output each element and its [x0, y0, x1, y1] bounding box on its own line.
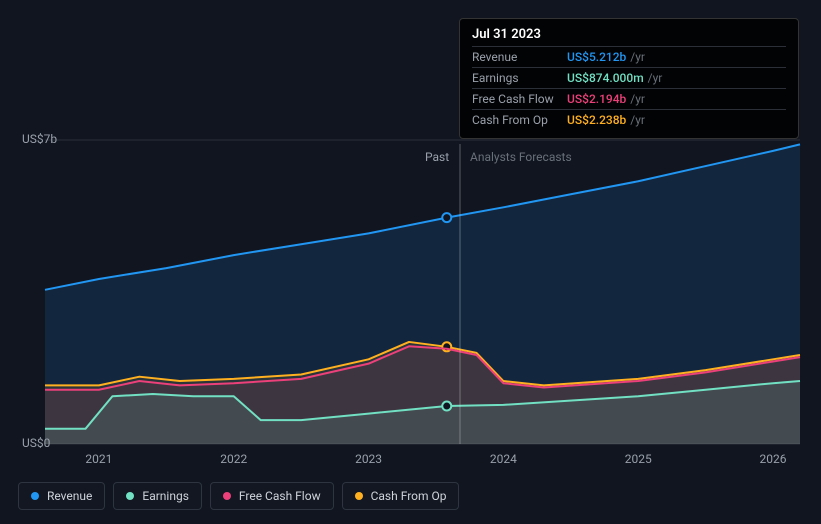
past-label: Past: [425, 150, 449, 164]
y-axis-tick: US$0: [22, 436, 50, 450]
legend-label: Cash From Op: [371, 489, 447, 503]
x-axis-tick: 2024: [490, 452, 517, 466]
tooltip-row-label: Free Cash Flow: [472, 92, 567, 106]
tooltip-row-value: US$874.000m: [567, 71, 644, 85]
tooltip-row-label: Revenue: [472, 50, 567, 64]
legend-label: Free Cash Flow: [239, 489, 321, 503]
legend: Revenue Earnings Free Cash Flow Cash From O…: [18, 482, 459, 510]
legend-label: Revenue: [47, 489, 92, 503]
x-axis-tick: 2025: [625, 452, 652, 466]
legend-dot: [31, 492, 39, 500]
x-axis-tick: 2026: [760, 452, 787, 466]
tooltip-row: EarningsUS$874.000m/yr: [472, 67, 786, 88]
tooltip-row-label: Earnings: [472, 71, 567, 85]
x-axis-tick: 2021: [85, 452, 112, 466]
legend-item-revenue[interactable]: Revenue: [18, 482, 105, 510]
tooltip-row-unit: /yr: [630, 113, 645, 127]
legend-item-cash-from-op[interactable]: Cash From Op: [342, 482, 460, 510]
tooltip-row-value: US$2.194b: [567, 92, 626, 106]
legend-item-free-cash-flow[interactable]: Free Cash Flow: [210, 482, 334, 510]
tooltip-row: Cash From OpUS$2.238b/yr: [472, 109, 786, 130]
x-axis-tick: 2023: [355, 452, 382, 466]
legend-dot: [126, 492, 134, 500]
forecast-label: Analysts Forecasts: [470, 150, 572, 164]
tooltip-row-unit: /yr: [648, 71, 663, 85]
tooltip-row-value: US$2.238b: [567, 113, 626, 127]
x-axis-tick: 2022: [220, 452, 247, 466]
chart-tooltip: Jul 31 2023 RevenueUS$5.212b/yrEarningsU…: [459, 18, 799, 139]
y-axis-tick: US$7b: [22, 132, 57, 146]
tooltip-row: Free Cash FlowUS$2.194b/yr: [472, 88, 786, 109]
legend-label: Earnings: [142, 489, 189, 503]
tooltip-row-label: Cash From Op: [472, 113, 567, 127]
chart-container: Jul 31 2023 RevenueUS$5.212b/yrEarningsU…: [0, 0, 821, 524]
tooltip-date: Jul 31 2023: [472, 27, 786, 46]
tooltip-rows: RevenueUS$5.212b/yrEarningsUS$874.000m/y…: [472, 46, 786, 130]
tooltip-row-unit: /yr: [630, 50, 645, 64]
tooltip-row-unit: /yr: [630, 92, 645, 106]
tooltip-row-value: US$5.212b: [567, 50, 626, 64]
legend-dot: [223, 492, 231, 500]
tooltip-row: RevenueUS$5.212b/yr: [472, 46, 786, 67]
legend-dot: [355, 492, 363, 500]
legend-item-earnings[interactable]: Earnings: [113, 482, 202, 510]
